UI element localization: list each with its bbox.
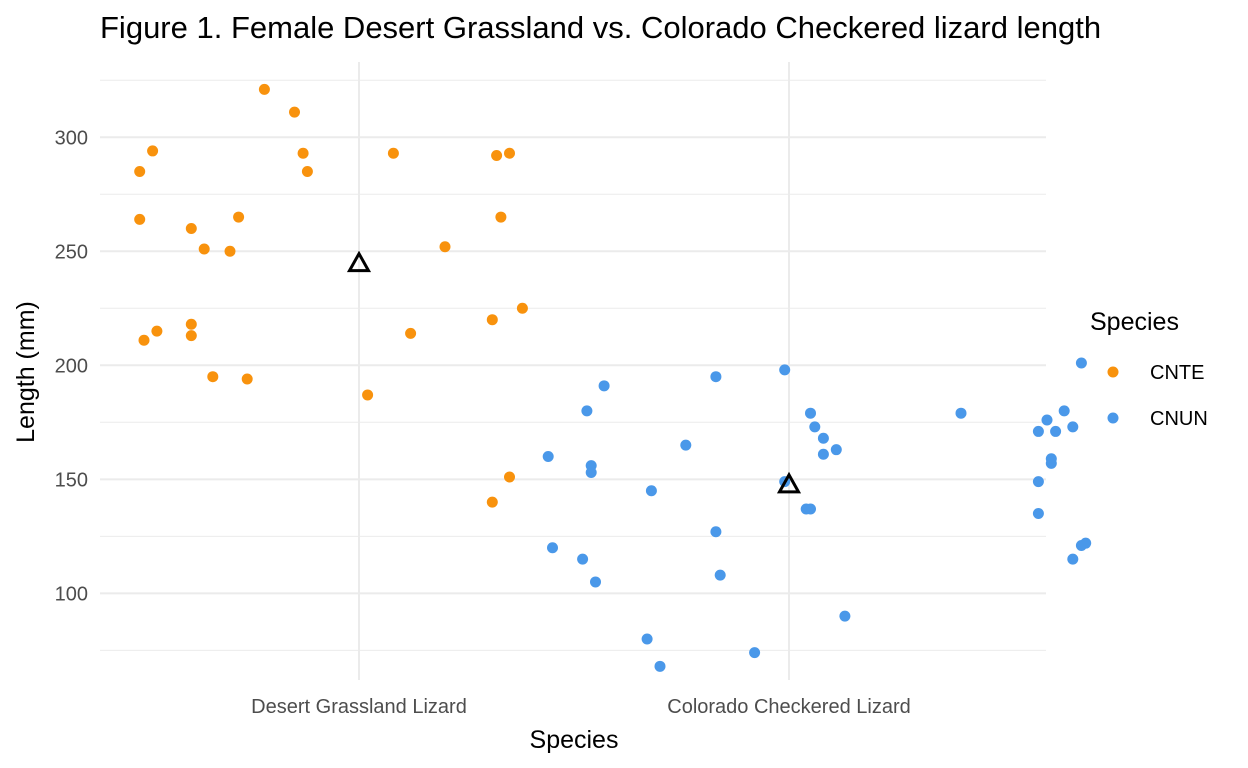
data-point: [151, 325, 163, 337]
data-point: [1032, 476, 1044, 488]
data-point: [297, 147, 309, 159]
legend-title: Species: [1090, 308, 1179, 336]
data-point: [491, 149, 503, 161]
y-tick-label: 150: [55, 469, 88, 491]
data-point: [654, 660, 666, 672]
data-point: [362, 389, 374, 401]
data-point: [585, 466, 597, 478]
y-axis-ticks: 100 150 200 250 300: [55, 127, 88, 605]
data-point: [198, 243, 210, 255]
x-axis-ticks: Desert Grassland Lizard Colorado Checkere…: [251, 696, 911, 718]
mean-marker: [346, 250, 372, 273]
data-point: [1075, 539, 1087, 551]
y-axis-title: Length (mm): [12, 301, 40, 443]
data-point: [1075, 357, 1087, 369]
data-point: [805, 503, 816, 515]
data-point: [839, 610, 851, 622]
data-point: [830, 444, 842, 456]
data-point: [598, 380, 610, 392]
major-gridlines: [100, 62, 1046, 680]
data-point: [241, 373, 253, 385]
y-tick-label: 100: [55, 583, 88, 605]
data-point: [207, 371, 219, 383]
data-point: [504, 471, 515, 483]
data-point: [1032, 508, 1044, 520]
data-point: [504, 147, 515, 159]
data-point: [289, 106, 300, 118]
data-point: [547, 542, 558, 554]
data-point: [817, 432, 829, 444]
data-point: [542, 451, 554, 463]
x-tick-label: Colorado Checkered Lizard: [667, 696, 910, 718]
data-point: [258, 83, 270, 95]
data-point: [138, 334, 150, 346]
data-point: [301, 165, 313, 177]
data-point: [1067, 421, 1079, 433]
mean-marker: [776, 471, 802, 494]
y-tick-label: 250: [55, 241, 88, 263]
data-point: [590, 576, 601, 588]
data-point: [185, 222, 197, 234]
data-point: [224, 245, 236, 257]
data-point: [405, 327, 417, 339]
legend-label: CNTE: [1150, 362, 1204, 384]
data-point: [577, 553, 589, 565]
data-point: [185, 318, 197, 330]
data-point: [495, 211, 507, 223]
data-point: [714, 569, 726, 581]
data-point: [233, 211, 245, 223]
data-point: [710, 371, 722, 383]
data-point: [710, 526, 722, 538]
data-point: [680, 439, 692, 451]
data-point: [1067, 553, 1079, 565]
data-point: [516, 302, 528, 314]
data-point: [581, 405, 593, 417]
data-point: [486, 496, 498, 508]
data-point: [1058, 405, 1070, 417]
x-tick-label: Desert Grassland Lizard: [251, 696, 467, 718]
y-tick-label: 200: [55, 355, 88, 377]
mean-markers: [346, 250, 802, 494]
data-point: [134, 165, 146, 177]
data-point: [641, 633, 653, 645]
data-point: [134, 213, 146, 225]
data-point: [439, 241, 451, 253]
data-point: [809, 421, 821, 433]
data-points: [134, 83, 1092, 672]
data-point: [1050, 425, 1062, 437]
data-point: [805, 407, 816, 419]
y-tick-label: 300: [55, 127, 88, 149]
data-point: [486, 314, 498, 326]
data-point: [749, 647, 761, 659]
data-point: [185, 330, 197, 342]
data-point: [147, 145, 159, 157]
minor-gridlines: [100, 79, 1046, 651]
legend-label: CNUN: [1150, 408, 1208, 430]
x-axis-title: Species: [530, 726, 619, 754]
data-point: [779, 364, 791, 376]
legend-key: [1107, 412, 1119, 424]
data-point: [955, 407, 967, 419]
data-point: [645, 485, 657, 497]
chart-title: Figure 1. Female Desert Grassland vs. Co…: [100, 10, 1102, 45]
data-point: [817, 448, 829, 460]
legend-key: [1107, 366, 1119, 378]
legend: Species CNTE CNUN: [1090, 308, 1208, 430]
data-point: [1045, 457, 1057, 469]
data-point: [1032, 425, 1044, 437]
data-point: [387, 147, 399, 159]
data-point: [1041, 414, 1053, 426]
